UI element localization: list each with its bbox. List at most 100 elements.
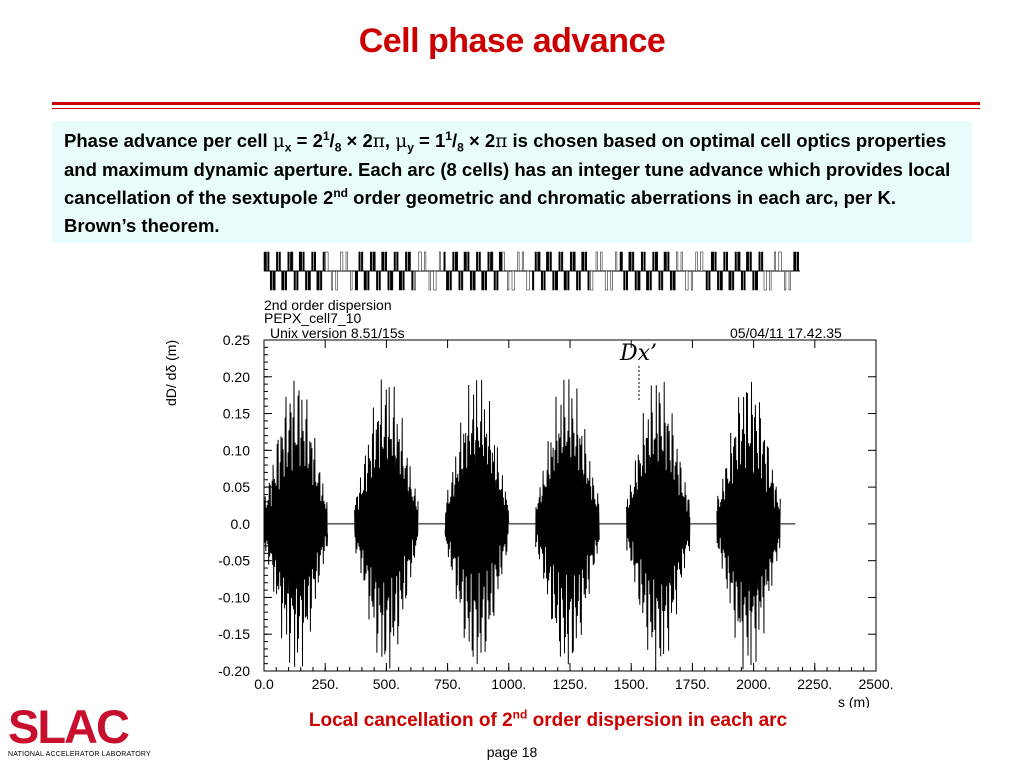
dispersion-arc-burst [625, 381, 691, 671]
lattice-magnet [784, 270, 787, 291]
lattice-magnet [393, 251, 396, 272]
logo-subtitle: NATIONAL ACCELERATOR LABORATORY [8, 751, 151, 758]
lattice-magnet [398, 270, 402, 291]
y-tick-label: 0.05 [223, 479, 250, 495]
lattice-magnet [358, 251, 361, 272]
lattice-magnet [778, 251, 782, 272]
lattice-magnet [369, 251, 372, 272]
desc-text: × 2 [463, 130, 496, 151]
y-tick-label: -0.10 [218, 589, 250, 605]
lattice-magnet [637, 270, 641, 291]
lattice-magnet [316, 270, 320, 291]
lattice-magnet [763, 270, 767, 291]
lattice-magnet [496, 270, 499, 291]
lattice-magnet [708, 270, 711, 291]
lattice-magnet [411, 270, 414, 291]
lattice-magnet [640, 251, 643, 272]
y-tick-label: -0.20 [218, 663, 250, 679]
lattice-magnet [584, 251, 587, 272]
sup-nd: nd [333, 185, 349, 200]
lattice-magnet [487, 251, 490, 272]
lattice-magnet [354, 270, 358, 291]
lattice-magnet [372, 251, 376, 272]
y-tick-label: 0.20 [223, 369, 250, 385]
dispersion-arc-burst [263, 380, 328, 667]
lattice-magnet [625, 270, 628, 291]
lattice-magnet [376, 270, 379, 291]
caption-text: Local cancellation of 2 [308, 710, 513, 731]
lattice-magnet [481, 270, 485, 291]
lattice-magnet [534, 251, 537, 272]
lattice-magnet [263, 251, 267, 272]
lattice-magnet [454, 251, 458, 272]
sup-one: 1 [322, 128, 330, 143]
lattice-magnet [298, 251, 302, 272]
lattice-magnet [387, 270, 390, 291]
lattice-magnet [604, 270, 608, 291]
x-tick-label: 2250. [797, 676, 832, 692]
desc-text: order geometric and chromatic aberration… [64, 187, 896, 236]
lattice-magnet [532, 270, 535, 291]
lattice-magnet [723, 251, 726, 272]
lattice-magnet [543, 270, 546, 291]
lattice-magnet [546, 251, 550, 272]
lattice-magnet [267, 251, 270, 272]
lattice-magnet [320, 270, 323, 291]
lattice-magnet [652, 251, 655, 272]
page-number: page 18 [486, 744, 538, 760]
pi-symbol: π [495, 131, 508, 152]
lattice-magnet [381, 251, 385, 272]
lattice-magnet [740, 270, 743, 291]
lattice-magnet [467, 251, 470, 272]
sup-one: 1 [445, 128, 452, 143]
lattice-magnet [428, 270, 431, 291]
lattice-magnet [305, 270, 308, 291]
lattice-magnet [619, 251, 623, 272]
y-tick-label: 0.15 [223, 406, 250, 422]
lattice-magnet [478, 251, 481, 272]
lattice-magnet [296, 270, 299, 291]
lattice-magnet [669, 270, 672, 291]
lattice-magnet [367, 270, 370, 291]
lattice-magnet [463, 251, 467, 272]
lattice-magnet [590, 270, 594, 291]
lattice-magnet [484, 270, 487, 291]
chart-date-stamp: 05/04/11 17.42.35 [730, 325, 842, 341]
x-tick-label: 1000. [491, 676, 526, 692]
lattice-magnet [749, 251, 752, 272]
x-tick-label: 0.0 [254, 676, 274, 692]
lattice-magnet [493, 270, 496, 291]
lattice-magnet [581, 251, 585, 272]
lattice-magnet [554, 270, 558, 291]
lattice-magnet [615, 251, 618, 272]
lattice-magnet [695, 251, 698, 272]
lattice-magnet [502, 251, 505, 272]
x-tick-label: 750. [434, 676, 461, 692]
lattice-magnet [646, 270, 650, 291]
lattice-magnet [438, 251, 441, 272]
lattice-magnet [540, 270, 543, 291]
y-tick-label: 0.0 [231, 516, 251, 532]
caption-text: order dispersion in each arc [527, 710, 788, 731]
lattice-magnet [446, 270, 450, 291]
desc-text: = 1 [413, 130, 446, 151]
lattice-magnet [754, 270, 758, 291]
lattice-magnet [526, 270, 530, 291]
lattice-magnet [511, 270, 515, 291]
lattice-magnet [667, 251, 670, 272]
slash: / [451, 130, 458, 151]
lattice-magnet [330, 270, 333, 291]
lattice-magnet [378, 270, 381, 291]
lattice-magnet [595, 251, 598, 272]
lattice-magnet [498, 251, 502, 272]
lattice-magnet [572, 251, 576, 272]
slash: / [329, 130, 335, 151]
lattice-magnet [407, 251, 411, 272]
lattice-magnet [418, 251, 422, 272]
lattice-magnet [746, 251, 750, 272]
lattice-magnet [433, 270, 437, 291]
lattice-magnet [302, 251, 305, 272]
chart-header-line-1: 2nd order dispersion [264, 297, 392, 313]
lattice-magnet [725, 251, 728, 272]
lattice-magnet [567, 270, 570, 291]
